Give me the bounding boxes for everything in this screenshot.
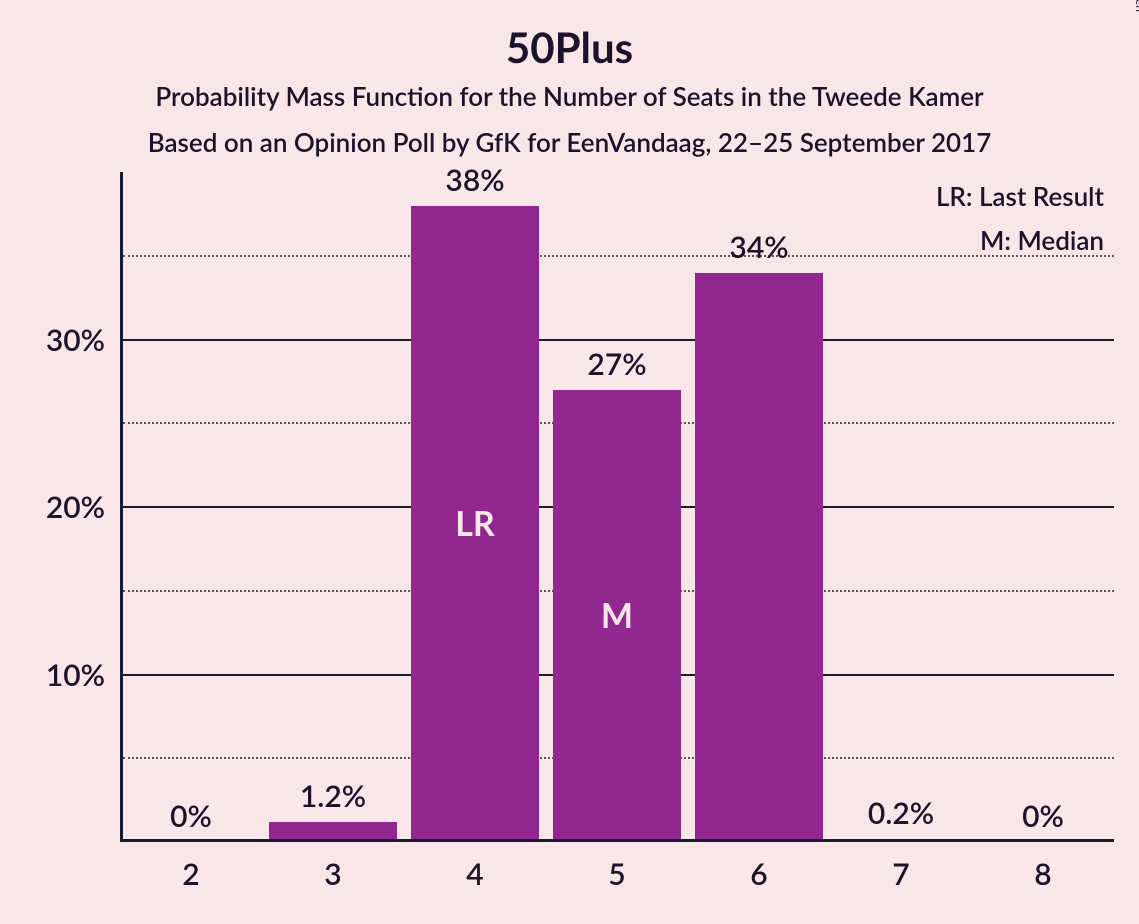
chart-subtitle-2: Based on an Opinion Poll by GfK for EenV… (0, 126, 1139, 158)
x-tick-label: 7 (830, 856, 972, 892)
x-tick-label: 4 (404, 856, 546, 892)
gridline-minor (123, 255, 1114, 257)
bar-value-label: 38% (404, 162, 546, 198)
bar-annotation: LR (404, 503, 546, 544)
legend-line: M: Median (980, 224, 1104, 256)
bar-value-label: 0.2% (830, 795, 972, 831)
y-tick-label: 10% (0, 657, 105, 693)
chart-subtitle-1: Probability Mass Function for the Number… (0, 80, 1139, 112)
plot-area: LR: Last Result M: Median (120, 172, 1114, 842)
bar (695, 273, 823, 840)
y-axis-line (120, 172, 123, 842)
y-tick-label: 30% (0, 322, 105, 358)
y-tick-label: 20% (0, 489, 105, 525)
bar-value-label: 0% (972, 798, 1114, 834)
x-axis-line (120, 839, 1114, 842)
x-tick-label: 8 (972, 856, 1114, 892)
x-tick-label: 2 (120, 856, 262, 892)
bar-annotation: M (546, 595, 688, 636)
x-tick-label: 6 (688, 856, 830, 892)
copyright-notice: © 2020 Filip van Laenen (1133, 0, 1139, 12)
bar-value-label: 27% (546, 346, 688, 382)
bar-value-label: 1.2% (262, 778, 404, 814)
x-tick-label: 5 (546, 856, 688, 892)
chart-title: 50Plus (0, 22, 1139, 72)
gridline-major (123, 339, 1114, 341)
x-tick-label: 3 (262, 856, 404, 892)
bar-value-label: 34% (688, 229, 830, 265)
legend-line: LR: Last Result (936, 180, 1104, 212)
bar-value-label: 0% (120, 798, 262, 834)
bar (269, 822, 397, 839)
